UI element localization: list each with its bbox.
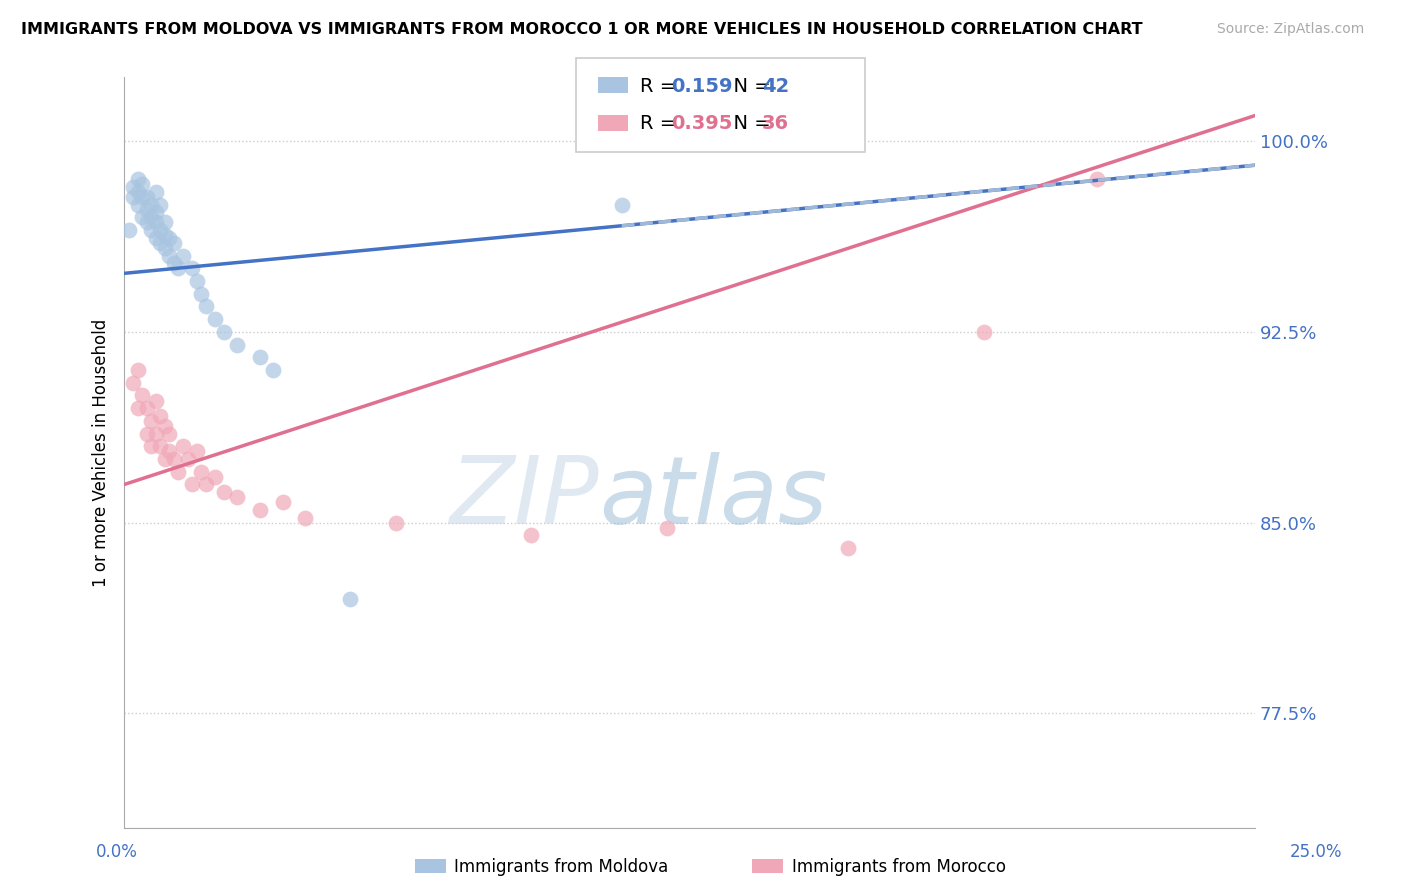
Point [135,401,157,416]
Point [610,197,633,211]
Point [149,439,172,453]
Text: 0.395: 0.395 [671,114,733,133]
Point [122,190,145,204]
Point [122,179,145,194]
Point [127,363,149,377]
Point [131,190,153,204]
Point [153,452,176,467]
Point [127,185,149,199]
Point [149,197,172,211]
Point [145,426,167,441]
Point [135,190,157,204]
Point [163,256,186,270]
Point [204,470,226,484]
Point [145,185,167,199]
Point [145,205,167,219]
Y-axis label: 1 or more Vehicles in Household: 1 or more Vehicles in Household [93,318,110,587]
Point [204,312,226,326]
Point [167,465,190,479]
Point [176,452,198,467]
Point [135,202,157,217]
Point [159,426,181,441]
Point [194,477,217,491]
Point [153,241,176,255]
Point [145,215,167,229]
Point [141,211,163,225]
Point [163,452,186,467]
Text: R =: R = [640,114,682,133]
Point [172,439,194,453]
Point [141,439,163,453]
Point [249,351,271,365]
Point [181,477,204,491]
Point [141,197,163,211]
Point [159,230,181,244]
Point [149,235,172,250]
Text: 0.0%: 0.0% [96,843,138,861]
Text: atlas: atlas [599,452,827,543]
Point [145,393,167,408]
Text: 36: 36 [762,114,789,133]
Text: N =: N = [721,114,778,133]
Text: N =: N = [721,77,778,95]
Text: Source: ZipAtlas.com: Source: ZipAtlas.com [1216,22,1364,37]
Point [190,286,212,301]
Point [131,178,153,192]
Point [249,503,271,517]
Point [262,363,284,377]
Point [153,215,176,229]
Point [145,230,167,244]
Point [131,388,153,402]
Point [153,228,176,243]
Point [226,337,249,351]
Point [159,248,181,262]
Point [226,490,249,504]
Point [271,495,294,509]
Point [186,274,208,288]
Point [135,426,157,441]
Point [149,223,172,237]
Text: 42: 42 [762,77,789,95]
Point [1085,172,1108,186]
Point [167,261,190,276]
Point [172,248,194,262]
Text: Immigrants from Moldova: Immigrants from Moldova [454,858,668,876]
Point [159,444,181,458]
Text: 0.159: 0.159 [671,77,733,95]
Text: ZIP: ZIP [450,452,599,543]
Point [127,401,149,416]
Point [181,261,204,276]
Point [973,325,995,339]
Point [118,223,141,237]
Point [294,510,316,524]
Point [141,223,163,237]
Point [163,235,186,250]
Point [190,465,212,479]
Point [384,516,406,530]
Text: 25.0%: 25.0% [1291,843,1343,861]
Point [194,300,217,314]
Point [837,541,859,555]
Point [655,521,678,535]
Point [135,215,157,229]
Text: IMMIGRANTS FROM MOLDOVA VS IMMIGRANTS FROM MOROCCO 1 OR MORE VEHICLES IN HOUSEHO: IMMIGRANTS FROM MOLDOVA VS IMMIGRANTS FR… [21,22,1143,37]
Point [186,444,208,458]
Point [520,528,543,542]
Point [127,172,149,186]
Point [131,211,153,225]
Point [149,409,172,423]
Text: R =: R = [640,77,682,95]
Point [212,325,235,339]
Point [339,591,361,606]
Point [141,414,163,428]
Text: Immigrants from Morocco: Immigrants from Morocco [792,858,1005,876]
Point [127,197,149,211]
Point [153,419,176,434]
Point [122,376,145,390]
Point [212,485,235,500]
